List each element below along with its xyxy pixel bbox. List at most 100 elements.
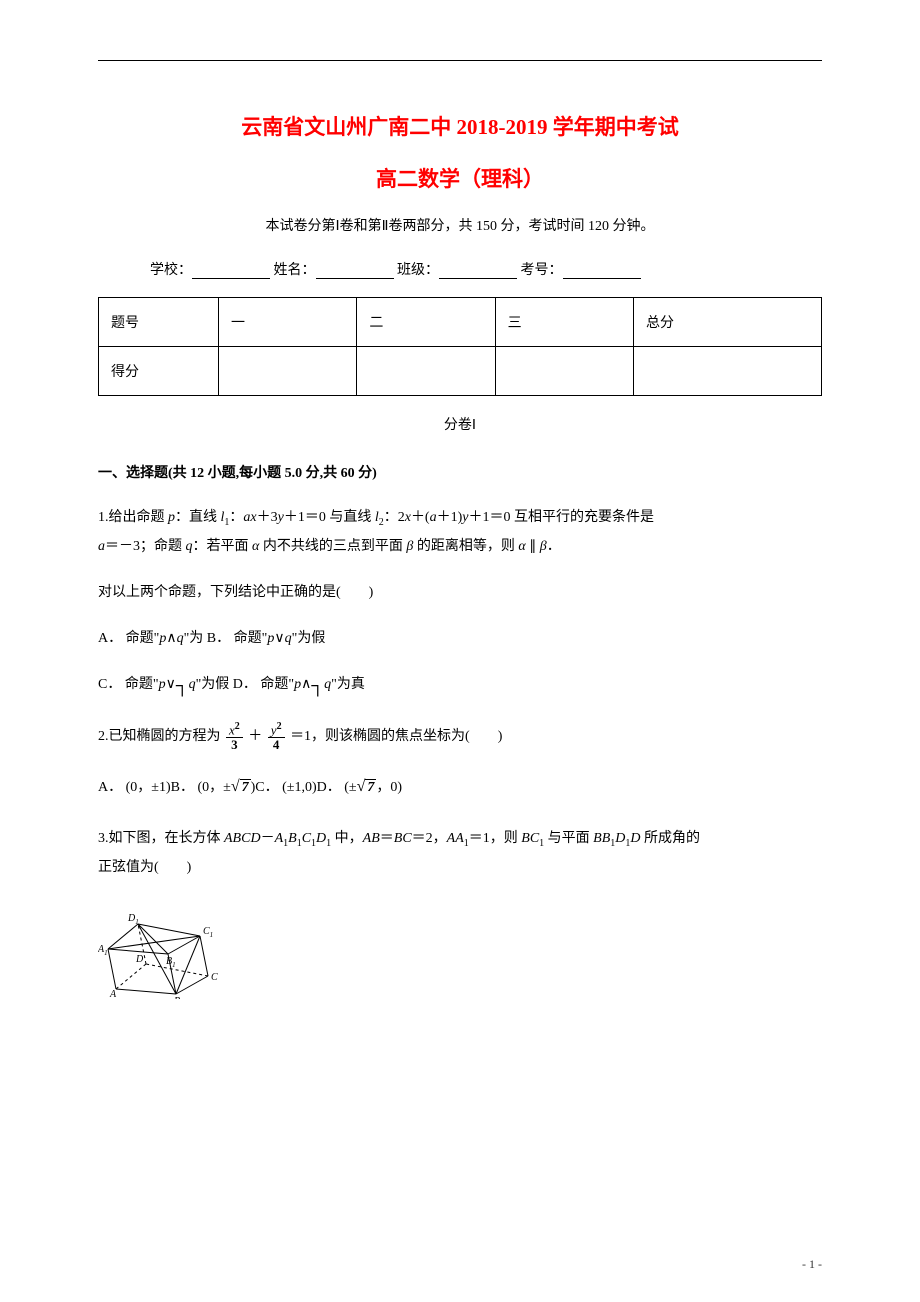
- th-col2: 二: [357, 298, 495, 347]
- td-blank: [633, 347, 821, 396]
- cuboid-diagram: A B C D A1 B1 C1 D1: [98, 904, 822, 1004]
- q1-e1b: ＋3: [257, 510, 278, 525]
- td-score-label: 得分: [99, 347, 219, 396]
- q2-options: A． (0，±1)B． (0，±7)C． (±1,0)D． (±7，0): [98, 771, 822, 803]
- q3-aa1: AA: [447, 831, 464, 846]
- q2-eq: ＝1，则该椭圆的焦点坐标为( ): [290, 729, 502, 744]
- q3-abcd: ABCD: [224, 831, 261, 846]
- q1-c2: ：2: [384, 510, 405, 525]
- top-horizontal-rule: [98, 60, 822, 61]
- q1-options-ab: A． 命题"p∧q"为 B． 命题"p∨q"为假: [98, 625, 822, 653]
- q1-l2d: 内不共线的三点到平面: [259, 539, 406, 554]
- q1-e2d: ＋1): [437, 510, 463, 525]
- page-number: - 1 -: [802, 1257, 822, 1272]
- q1-obq: q: [285, 631, 292, 646]
- question-1: 1.给出命题 p：直线 l1：ax＋3y＋1＝0 与直线 l2：2x＋(a＋1)…: [98, 504, 822, 699]
- school-label: 学校：: [150, 263, 192, 278]
- question-2: 2.已知椭圆的方程为 x2 3 ＋ y2 4 ＝1，则该椭圆的焦点坐标为( ) …: [98, 721, 822, 803]
- q1-ode: "为真: [331, 677, 365, 692]
- q3-eq3: ＝1，则: [469, 831, 522, 846]
- q3-ab: AB: [363, 831, 380, 846]
- q1-oaq: q: [177, 631, 184, 646]
- sqrt-icon: 7: [231, 771, 251, 803]
- q2-d1: 3: [226, 738, 243, 752]
- q2-plus: ＋: [248, 729, 262, 744]
- q1-par: ∥: [526, 539, 540, 554]
- q3-bc: BC: [394, 831, 412, 846]
- q2-oae: )C． (±1,0)D． (±: [251, 780, 357, 795]
- q1-e2f: ＋1＝0 互相平行的充要条件是: [469, 510, 655, 525]
- q3-m1: 中，: [331, 831, 363, 846]
- label-A: A: [109, 989, 117, 999]
- q1-e2b: ＋(: [411, 510, 430, 525]
- label-A1: A1: [98, 944, 108, 957]
- table-row: 得分: [99, 347, 822, 396]
- not-icon: ┐: [176, 675, 189, 695]
- volume-label: 分卷Ⅰ: [98, 414, 822, 434]
- sup-2: 2: [235, 721, 240, 732]
- q1-qsym: q: [186, 539, 193, 554]
- q1-p: p: [168, 510, 175, 525]
- fraction-x2-3: x2 3: [226, 721, 243, 753]
- td-blank: [357, 347, 495, 396]
- q3-dash: －: [261, 831, 275, 846]
- q1-beta2: β: [540, 539, 547, 554]
- q1-e1a: ax: [243, 510, 256, 525]
- q1-prefix: 1.给出命题: [98, 510, 168, 525]
- sup-2: 2: [277, 721, 282, 732]
- q1-line2: a＝－3；命题 q：若平面 α 内不共线的三点到平面 β 的距离相等，则 α ∥…: [98, 533, 822, 561]
- sqrt-icon: 7: [357, 771, 377, 803]
- question-3: 3.如下图，在长方体 ABCD－A1B1C1D1 中，AB＝BC＝2，AA1＝1…: [98, 825, 822, 882]
- section-1-header: 一、选择题(共 12 小题,每小题 5.0 分,共 60 分): [98, 462, 822, 482]
- exam-title-sub: 高二数学（理科）: [98, 163, 822, 193]
- name-blank: [316, 263, 394, 279]
- q2-s7a: 7: [240, 779, 251, 795]
- name-label: 姓名：: [274, 263, 316, 278]
- q3-eq2: ＝2，: [412, 831, 447, 846]
- q1-obor: ∨: [274, 631, 284, 646]
- q1-ocq: q: [189, 677, 196, 692]
- q3-m3: 所成角的: [641, 831, 701, 846]
- q1-c1: ：: [229, 510, 243, 525]
- q2-ode: ，0): [376, 780, 402, 795]
- q3-c1: C: [302, 831, 311, 846]
- q3-bb1: BB: [593, 831, 610, 846]
- td-blank: [219, 347, 357, 396]
- q2-prefix: 2.已知椭圆的方程为: [98, 729, 221, 744]
- q2-d2: 4: [268, 738, 285, 752]
- q1-line1: 1.给出命题 p：直线 l1：ax＋3y＋1＝0 与直线 l2：2x＋(a＋1)…: [98, 504, 822, 533]
- label-D: D: [135, 954, 144, 965]
- q3-a1: A: [275, 831, 284, 846]
- q1-e2c: a: [430, 510, 437, 525]
- q1-l2a: a: [98, 539, 105, 554]
- q1-oc: C． 命题": [98, 677, 159, 692]
- exam-info: 本试卷分第Ⅰ卷和第Ⅱ卷两部分，共 150 分，考试时间 120 分钟。: [98, 215, 822, 235]
- label-B: B: [174, 996, 180, 999]
- student-info-line: 学校： 姓名： 班级： 考号：: [98, 259, 822, 279]
- q3-bc1: BC: [521, 831, 539, 846]
- examno-label: 考号：: [521, 263, 563, 278]
- fraction-y2-4: y2 4: [268, 721, 285, 753]
- score-table: 题号 一 二 三 总分 得分: [98, 297, 822, 396]
- q2-line1: 2.已知椭圆的方程为 x2 3 ＋ y2 4 ＝1，则该椭圆的焦点坐标为( ): [98, 721, 822, 753]
- cuboid-svg: A B C D A1 B1 C1 D1: [98, 904, 228, 999]
- q3-line2: 正弦值为( ): [98, 854, 822, 882]
- q1-l2e: 的距离相等，则: [413, 539, 518, 554]
- q1-period: ．: [547, 539, 561, 554]
- label-C: C: [211, 972, 218, 983]
- q1-options-cd: C． 命题"p∨┐q"为假 D． 命题"p∧┐q"为真: [98, 671, 822, 699]
- label-C1: C1: [203, 926, 213, 939]
- table-row: 题号 一 二 三 总分: [99, 298, 822, 347]
- q3-line1: 3.如下图，在长方体 ABCD－A1B1C1D1 中，AB＝BC＝2，AA1＝1…: [98, 825, 822, 854]
- q2-s7b: 7: [365, 779, 376, 795]
- q1-prompt: 对以上两个命题，下列结论中正确的是( ): [98, 579, 822, 607]
- th-col3: 三: [495, 298, 633, 347]
- class-label: 班级：: [397, 263, 439, 278]
- q1-e1d: ＋1＝0 与直线: [284, 510, 375, 525]
- q1-l2b: ＝－3；命题: [105, 539, 186, 554]
- label-D1: D1: [127, 913, 139, 926]
- q3-eq1: ＝: [380, 831, 394, 846]
- q1-t1: ：直线: [175, 510, 221, 525]
- q1-oaand: ∧: [166, 631, 176, 646]
- th-label: 题号: [99, 298, 219, 347]
